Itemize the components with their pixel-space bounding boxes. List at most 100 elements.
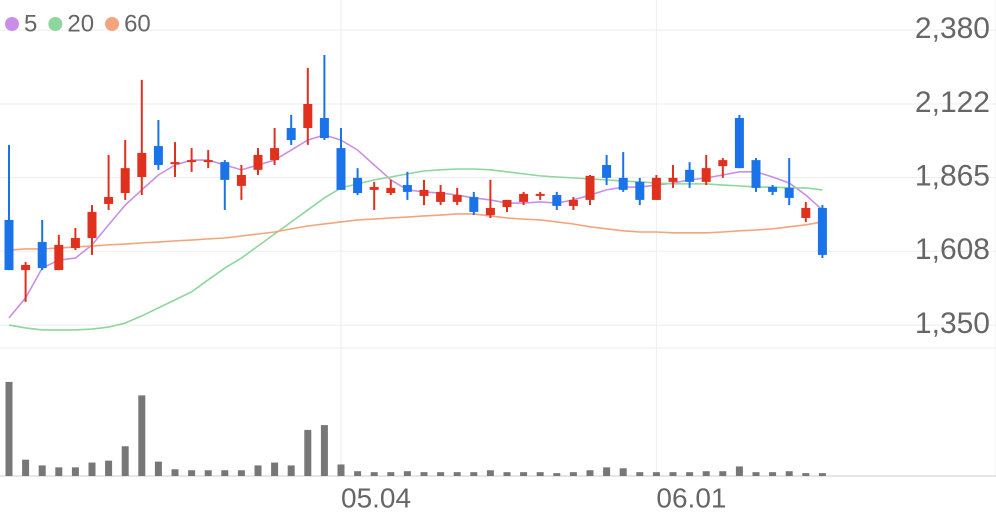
candle-body xyxy=(685,169,695,182)
candle-body xyxy=(419,189,429,196)
candle-body xyxy=(187,160,197,163)
candle-body xyxy=(436,191,446,202)
candle-body xyxy=(54,244,64,271)
candle-body xyxy=(635,181,645,200)
volume-bar xyxy=(669,472,677,476)
volume-bar xyxy=(105,460,113,476)
candle-body xyxy=(270,148,280,161)
volume-bar xyxy=(420,472,428,476)
volume-bar xyxy=(188,470,196,476)
candle-body xyxy=(535,193,545,196)
candle-body xyxy=(751,160,761,188)
legend-marker xyxy=(105,17,120,31)
candle-body xyxy=(701,168,711,182)
candle-body xyxy=(502,199,512,208)
ma-line xyxy=(8,213,823,251)
x-tick-label: 05.04 xyxy=(341,482,411,513)
candle-body xyxy=(386,187,396,194)
volume-bar xyxy=(254,465,262,476)
candle-body xyxy=(452,195,462,202)
volume-bar xyxy=(619,468,627,476)
candle-body xyxy=(369,187,379,190)
candle-body xyxy=(21,264,31,271)
candle-body xyxy=(170,162,180,165)
y-tick-label: 2,380 xyxy=(915,12,990,45)
legend-marker xyxy=(5,17,19,31)
volume-bar xyxy=(154,461,162,476)
volume-bar xyxy=(171,469,179,476)
volume-bar xyxy=(320,425,328,476)
y-tick-label: 1,608 xyxy=(915,233,990,266)
volume-bar xyxy=(520,472,528,476)
volume-bar xyxy=(204,470,212,476)
volume-bar xyxy=(88,462,96,476)
candle-body xyxy=(353,177,363,194)
candle-body xyxy=(734,118,744,169)
volume-bar xyxy=(71,467,79,476)
volume-bar xyxy=(38,465,46,476)
volume-bar xyxy=(138,395,146,476)
volume-bar xyxy=(370,472,378,476)
volume-bar xyxy=(735,466,743,476)
candle-body xyxy=(552,195,562,206)
volume-bar xyxy=(569,472,577,476)
volume-bar xyxy=(55,467,63,476)
volume-bar xyxy=(818,473,826,476)
candle-body xyxy=(485,207,495,216)
volume-bar xyxy=(686,472,694,476)
volume-bar xyxy=(702,471,710,476)
legend-label: 60 xyxy=(124,10,151,37)
volume-bar xyxy=(719,471,727,476)
candle-body xyxy=(153,146,163,165)
candle-body xyxy=(469,197,479,212)
ma-line xyxy=(8,134,823,319)
volume-bar xyxy=(586,470,594,476)
volume-bar xyxy=(304,429,312,476)
volume-bar xyxy=(121,446,129,476)
volume-bar xyxy=(470,472,478,476)
volume-bar xyxy=(752,472,760,476)
candle-body xyxy=(104,197,114,204)
candle-body xyxy=(784,187,794,198)
candle-body xyxy=(37,242,47,269)
candle-body xyxy=(651,177,661,200)
candle-body xyxy=(303,103,313,129)
candle-body xyxy=(70,238,80,249)
legend-marker xyxy=(48,17,63,31)
candle-body xyxy=(602,164,612,178)
candle-body xyxy=(585,175,595,200)
candle-body xyxy=(137,152,147,178)
volume-bar xyxy=(636,472,644,476)
volume-bar xyxy=(22,459,30,476)
candle-body xyxy=(4,219,14,271)
candle-body xyxy=(568,199,578,206)
candle-body xyxy=(668,177,678,182)
volume-bar xyxy=(354,471,362,476)
candle-body xyxy=(236,175,246,186)
volume-bar xyxy=(652,472,660,476)
candle-body xyxy=(817,207,827,255)
candle-body xyxy=(253,154,263,170)
candle-body xyxy=(286,128,296,141)
volume-bar xyxy=(403,471,411,476)
legend-label: 20 xyxy=(67,10,94,37)
volume-bar xyxy=(503,472,511,476)
volume-bar xyxy=(453,472,461,476)
volume-bar xyxy=(603,467,611,476)
volume-bar xyxy=(221,470,229,476)
y-tick-label: 1,350 xyxy=(915,307,990,340)
candle-body xyxy=(618,177,628,190)
volume-bar xyxy=(802,473,810,476)
candle-body xyxy=(220,162,230,180)
candle-body xyxy=(87,211,97,239)
y-tick-label: 1,865 xyxy=(915,160,990,193)
volume-bar xyxy=(237,470,245,476)
candle-body xyxy=(519,193,529,202)
candle-body xyxy=(402,185,412,192)
candle-body xyxy=(801,207,811,218)
candle-body xyxy=(203,160,213,163)
candle-body xyxy=(120,168,130,194)
volume-bar xyxy=(5,381,13,476)
volume-bar xyxy=(271,462,279,476)
